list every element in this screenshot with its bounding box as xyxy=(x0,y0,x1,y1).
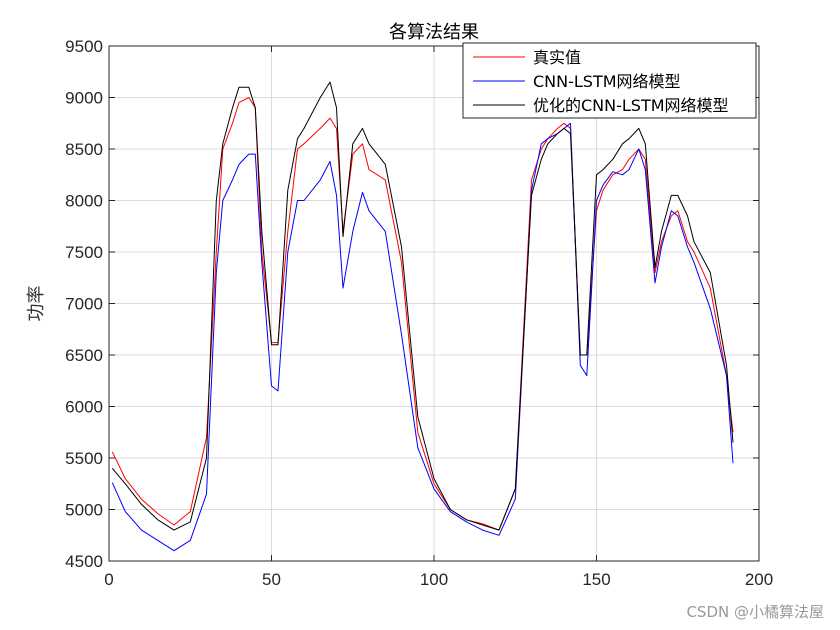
watermark-text: CSDN @小橘算法屋 xyxy=(686,603,824,621)
series-line-2 xyxy=(111,122,734,552)
series-lines xyxy=(111,81,734,552)
x-tick-label: 150 xyxy=(582,570,610,589)
y-tick-label: 9500 xyxy=(65,37,103,56)
x-tick-label: 50 xyxy=(262,570,281,589)
y-axis-label: 功率 xyxy=(26,286,47,322)
x-tick-label: 100 xyxy=(420,570,448,589)
series-line-3 xyxy=(111,81,734,531)
y-tick-label: 5500 xyxy=(65,449,103,468)
x-tick-label: 0 xyxy=(104,570,113,589)
y-tick-label: 7500 xyxy=(65,243,103,262)
series-line-1 xyxy=(111,97,734,531)
y-tick-label: 8500 xyxy=(65,140,103,159)
y-tick-label: 5000 xyxy=(65,501,103,520)
y-tick-label: 6500 xyxy=(65,346,103,365)
legend-label-1: 真实值 xyxy=(533,48,581,67)
chart-title: 各算法结果 xyxy=(389,22,479,43)
y-tick-label: 7000 xyxy=(65,295,103,314)
y-tick-label: 9000 xyxy=(65,89,103,108)
legend-label-2: CNN-LSTM网络模型 xyxy=(533,72,681,91)
y-tick-label: 4500 xyxy=(65,552,103,571)
y-tick-label: 8000 xyxy=(65,192,103,211)
x-tick-label: 200 xyxy=(745,570,773,589)
axis-ticks: 0 50 100 150 200 4500 5000 5500 6000 6500 7000 7500… xyxy=(65,37,773,589)
y-tick-label: 6000 xyxy=(65,398,103,417)
legend-label-3: 优化的CNN-LSTM网络模型 xyxy=(533,96,729,115)
